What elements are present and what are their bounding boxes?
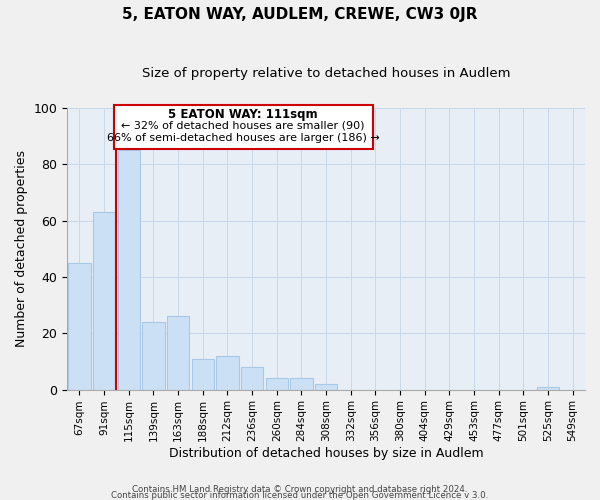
- Bar: [290, 378, 313, 390]
- Text: 5, EATON WAY, AUDLEM, CREWE, CW3 0JR: 5, EATON WAY, AUDLEM, CREWE, CW3 0JR: [122, 8, 478, 22]
- Y-axis label: Number of detached properties: Number of detached properties: [15, 150, 28, 348]
- Bar: [537, 387, 559, 390]
- Bar: [315, 384, 337, 390]
- Bar: [266, 378, 288, 390]
- Bar: [68, 263, 91, 390]
- Title: Size of property relative to detached houses in Audlem: Size of property relative to detached ho…: [142, 68, 511, 80]
- Bar: [93, 212, 115, 390]
- Text: Contains public sector information licensed under the Open Government Licence v : Contains public sector information licen…: [112, 490, 488, 500]
- FancyBboxPatch shape: [114, 105, 373, 149]
- Text: 5 EATON WAY: 111sqm: 5 EATON WAY: 111sqm: [169, 108, 318, 121]
- X-axis label: Distribution of detached houses by size in Audlem: Distribution of detached houses by size …: [169, 447, 484, 460]
- Text: Contains HM Land Registry data © Crown copyright and database right 2024.: Contains HM Land Registry data © Crown c…: [132, 484, 468, 494]
- Bar: [241, 367, 263, 390]
- Bar: [167, 316, 189, 390]
- Bar: [191, 358, 214, 390]
- Bar: [142, 322, 164, 390]
- Bar: [217, 356, 239, 390]
- Bar: [118, 150, 140, 390]
- Text: 66% of semi-detached houses are larger (186) →: 66% of semi-detached houses are larger (…: [107, 134, 380, 143]
- Text: ← 32% of detached houses are smaller (90): ← 32% of detached houses are smaller (90…: [121, 120, 365, 130]
